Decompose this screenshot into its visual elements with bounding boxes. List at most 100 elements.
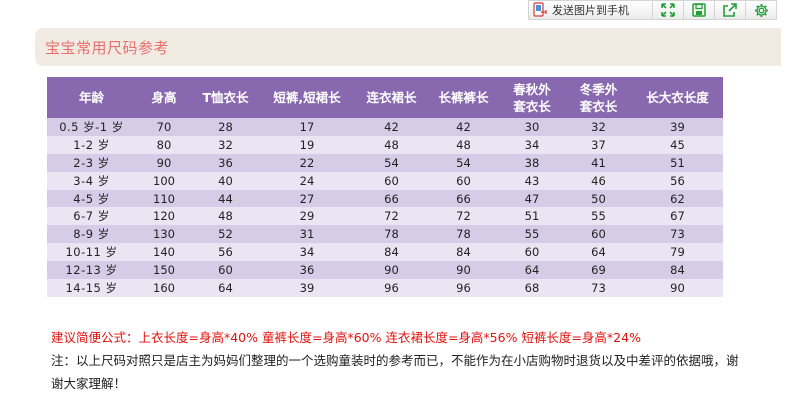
- settings-button[interactable]: [745, 0, 777, 20]
- size-cell: 84: [632, 261, 723, 280]
- size-cell: 34: [259, 243, 355, 262]
- size-cell: 32: [565, 118, 632, 136]
- size-cell: 27: [259, 189, 355, 208]
- size-cell: 44: [192, 189, 259, 208]
- size-cell: 40: [192, 171, 259, 190]
- table-row: 10-11 岁 140 56 34 84 84 60 64 79: [47, 243, 723, 262]
- size-cell: 120: [136, 207, 192, 226]
- size-cell: 42: [428, 118, 499, 136]
- table-row: 8-9 岁 130 52 31 78 78 55 60 73: [47, 225, 723, 244]
- size-cell: 43: [499, 171, 565, 190]
- size-cell: 100: [136, 171, 192, 190]
- size-cell: 64: [192, 279, 259, 297]
- table-row: 14-15 岁 160 64 39 96 96 68 73 90: [47, 279, 723, 297]
- size-cell: 78: [355, 225, 428, 244]
- size-cell: 52: [192, 225, 259, 244]
- column-header-age: 年龄: [47, 77, 136, 118]
- size-cell: 130: [136, 225, 192, 244]
- size-cell: 60: [355, 171, 428, 190]
- size-cell: 42: [355, 118, 428, 136]
- size-cell: 30: [499, 118, 565, 136]
- column-header-height: 身高: [136, 77, 192, 118]
- age-cell: 3-4 岁: [47, 171, 136, 190]
- table-row: 1-2 岁 80 32 19 48 48 34 37 45: [47, 135, 723, 154]
- table-row: 3-4 岁 100 40 24 60 60 43 46 56: [47, 171, 723, 190]
- size-cell: 84: [428, 243, 499, 262]
- size-cell: 90: [632, 279, 723, 297]
- size-cell: 69: [565, 261, 632, 280]
- size-cell: 48: [428, 135, 499, 154]
- size-cell: 47: [499, 189, 565, 208]
- section-header: 宝宝常用尺码参考: [35, 28, 781, 66]
- size-cell: 17: [259, 118, 355, 136]
- size-cell: 96: [428, 279, 499, 297]
- size-cell: 68: [499, 279, 565, 297]
- age-cell: 0.5 岁-1 岁: [47, 118, 136, 136]
- size-cell: 45: [632, 135, 723, 154]
- size-cell: 73: [632, 225, 723, 244]
- save-button[interactable]: [683, 0, 715, 20]
- size-cell: 72: [428, 207, 499, 226]
- size-cell: 19: [259, 135, 355, 154]
- age-cell: 2-3 岁: [47, 153, 136, 172]
- column-header-shorts-skirt-length: 短裤,短裙长: [259, 77, 355, 118]
- size-cell: 90: [136, 153, 192, 172]
- size-chart-table: 年龄 身高 T恤衣长 短裤,短裙长 连衣裙长 长裤裤长 春秋外 套衣长 冬季外 套衣…: [47, 77, 723, 297]
- column-header-coat-length: 长大衣长度: [632, 77, 723, 118]
- size-cell: 160: [136, 279, 192, 297]
- section-title: 宝宝常用尺码参考: [45, 38, 170, 57]
- size-cell: 110: [136, 189, 192, 208]
- table-row: 2-3 岁 90 36 22 54 54 38 41 51: [47, 153, 723, 172]
- column-header-winter-jacket-length: 冬季外 套衣长: [565, 77, 632, 118]
- size-cell: 46: [565, 171, 632, 190]
- size-cell: 38: [499, 153, 565, 172]
- share-button[interactable]: [714, 0, 746, 20]
- formula-text: 建议简便公式：上衣长度=身高*40% 童裤长度=身高*60% 连衣裙长度=身高*…: [51, 330, 641, 345]
- size-cell: 96: [355, 279, 428, 297]
- table-row: 4-5 岁 110 44 27 66 66 47 50 62: [47, 189, 723, 208]
- size-cell: 24: [259, 171, 355, 190]
- size-cell: 39: [259, 279, 355, 297]
- size-cell: 41: [565, 153, 632, 172]
- size-cell: 55: [565, 207, 632, 226]
- size-cell: 29: [259, 207, 355, 226]
- settings-icon: [754, 3, 768, 17]
- size-cell: 56: [192, 243, 259, 262]
- table-row: 6-7 岁 120 48 29 72 72 51 55 67: [47, 207, 723, 226]
- size-cell: 64: [499, 261, 565, 280]
- size-cell: 73: [565, 279, 632, 297]
- table-row: 12-13 岁 150 60 36 90 90 64 69 84: [47, 261, 723, 280]
- size-cell: 140: [136, 243, 192, 262]
- size-cell: 39: [632, 118, 723, 136]
- column-header-trousers-length: 长裤裤长: [428, 77, 499, 118]
- table-row: 0.5 岁-1 岁 70 28 17 42 42 30 32 39: [47, 118, 723, 136]
- size-cell: 84: [355, 243, 428, 262]
- size-cell: 150: [136, 261, 192, 280]
- size-cell: 22: [259, 153, 355, 172]
- size-cell: 48: [355, 135, 428, 154]
- size-cell: 64: [565, 243, 632, 262]
- table-header-row: 年龄 身高 T恤衣长 短裤,短裙长 连衣裙长 长裤裤长 春秋外 套衣长 冬季外 套衣…: [47, 77, 723, 118]
- image-toolbar: 发送图片到手机: [528, 0, 777, 22]
- expand-button[interactable]: [652, 0, 684, 20]
- size-cell: 36: [259, 261, 355, 280]
- send-to-phone-button[interactable]: 发送图片到手机: [528, 0, 653, 20]
- size-cell: 60: [565, 225, 632, 244]
- age-cell: 4-5 岁: [47, 189, 136, 208]
- size-cell: 54: [428, 153, 499, 172]
- size-cell: 32: [192, 135, 259, 154]
- age-cell: 10-11 岁: [47, 243, 136, 262]
- size-cell: 90: [428, 261, 499, 280]
- size-cell: 67: [632, 207, 723, 226]
- age-cell: 14-15 岁: [47, 279, 136, 297]
- size-cell: 66: [428, 189, 499, 208]
- size-cell: 80: [136, 135, 192, 154]
- size-cell: 51: [632, 153, 723, 172]
- column-header-dress-length: 连衣裙长: [355, 77, 428, 118]
- column-header-tshirt-length: T恤衣长: [192, 77, 259, 118]
- size-cell: 90: [355, 261, 428, 280]
- age-cell: 1-2 岁: [47, 135, 136, 154]
- size-cell: 28: [192, 118, 259, 136]
- expand-icon: [661, 3, 675, 17]
- size-cell: 62: [632, 189, 723, 208]
